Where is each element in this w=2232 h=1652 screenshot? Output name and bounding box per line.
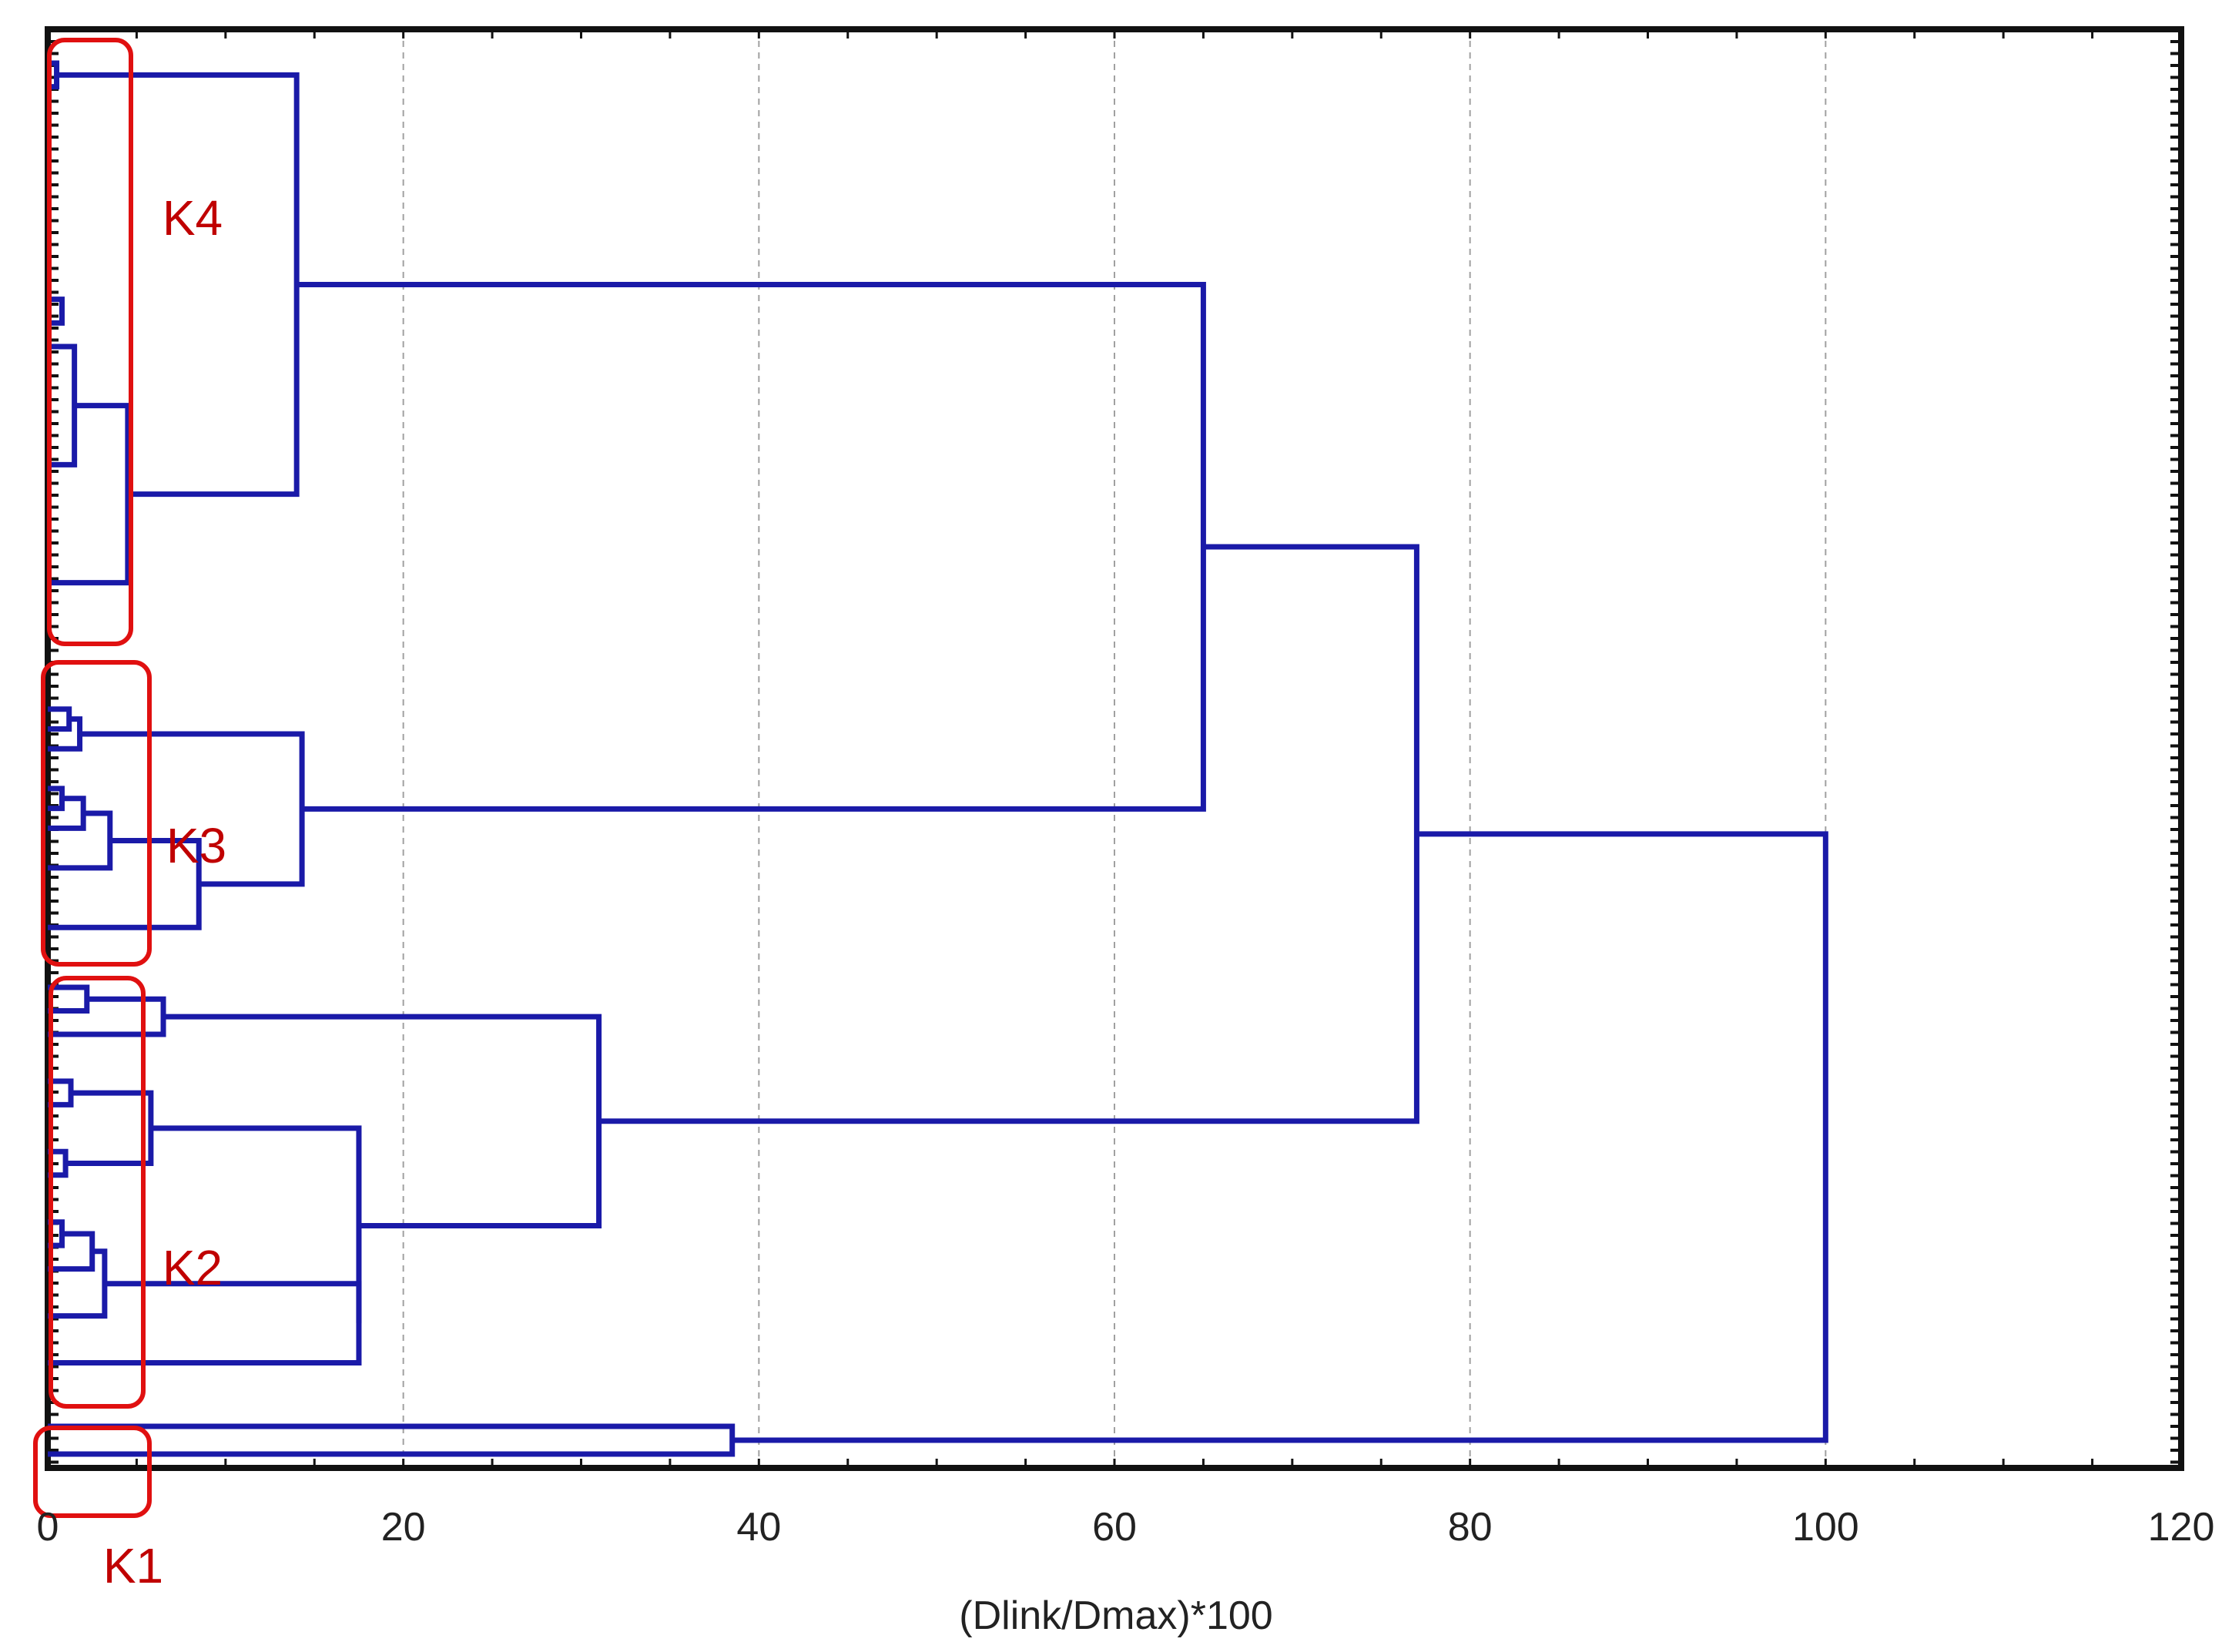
dendrogram-link [48,297,65,326]
cluster-box-k2 [49,976,146,1409]
x-tick-label: 0 [37,1505,59,1550]
cluster-box-k1 [33,1426,152,1518]
x-tick-label: 120 [2148,1505,2215,1550]
cluster-label-k1: K1 [103,1538,163,1593]
dendrogram-links [48,60,1828,1457]
dendrogram-link [48,1148,69,1178]
dendrogram-link [732,831,1828,1443]
dendrogram-link [163,1014,602,1228]
dendrogram-link [65,1090,154,1167]
dendrogram-link [48,984,90,1014]
cluster-annotations: K4 K3 K2 K1 [33,38,226,1593]
x-tick-label: 40 [736,1505,781,1550]
x-axis-label: (Dlink/Dmax)*100 [959,1593,1272,1638]
dendrogram-link [48,837,202,930]
dendrogram-link [48,1078,74,1107]
dendrogram-link [48,1231,96,1272]
grid-lines [402,29,1827,1468]
cluster-box-k4 [47,38,133,646]
cluster-label-k3: K3 [166,818,226,873]
x-tick-label: 20 [381,1505,426,1550]
dendrogram-link [48,1423,736,1457]
cluster-label-k2: K2 [163,1240,223,1295]
cluster-label-k4: K4 [163,190,223,246]
x-tick-label: 100 [1792,1505,1859,1550]
x-tick-label: 80 [1448,1505,1493,1550]
x-axis-tick-labels: 0 20 40 60 80 100 120 [37,1505,2215,1550]
dendrogram-link [150,1125,362,1324]
x-tick-label: 60 [1092,1505,1137,1550]
cluster-box-k3 [41,660,152,967]
